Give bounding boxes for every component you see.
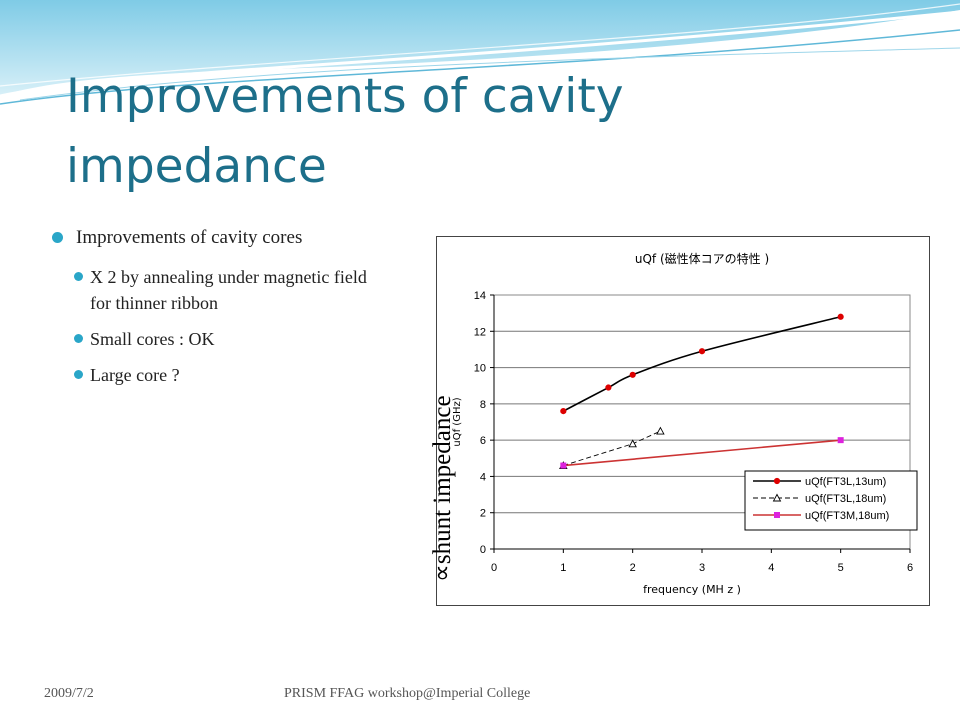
footer-venue: PRISM FFAG workshop@Imperial College (284, 686, 531, 701)
series-line-1 (562, 315, 841, 412)
bullet-list: Improvements of cavity cores X 2 by anne… (52, 224, 372, 398)
x-tick-label: 5 (838, 562, 844, 574)
legend-label: uQf(FT3L,18um) (805, 493, 886, 505)
data-point (629, 371, 636, 378)
footer-date: 2009/7/2 (44, 686, 94, 701)
y-tick-label: 6 (480, 435, 486, 447)
x-tick-label: 6 (907, 562, 913, 574)
data-point (837, 313, 844, 320)
x-tick-label: 0 (491, 562, 497, 574)
data-point (628, 439, 637, 448)
chart-title: uQf (磁性体コアの特性 ) (635, 251, 769, 266)
legend: uQf(FT3L,13um) uQf(FT3L,18um) uQf(FT3M,18u… (744, 470, 918, 531)
y-tick-label: 12 (474, 326, 486, 338)
x-tick-label: 3 (699, 562, 705, 574)
legend-label: uQf(FT3M,18um) (805, 510, 889, 522)
data-point (560, 462, 567, 469)
header-swoosh-decoration (0, 0, 960, 105)
y-tick-label: 0 (480, 544, 486, 556)
legend-swatch-marker (772, 493, 782, 502)
x-tick-label: 2 (630, 562, 636, 574)
x-axis-label: frequency (MH z ) (643, 583, 741, 596)
data-point (837, 437, 844, 444)
legend-swatch-marker (774, 512, 780, 518)
bullet-item: Improvements of cavity cores (52, 224, 372, 252)
slide-title: Improvements of cavity impedance (66, 69, 624, 194)
data-point (656, 426, 665, 435)
shunt-impedance-label: ∝shunt impedance (429, 395, 456, 582)
sub-bullet-item: X 2 by annealing under magnetic field fo… (52, 264, 372, 316)
y-tick-label: 8 (480, 399, 486, 411)
legend-swatch-marker (773, 477, 781, 485)
y-tick-label: 14 (474, 290, 486, 302)
x-tick-label: 4 (768, 562, 774, 574)
x-tick-label: 1 (560, 562, 566, 574)
series-line-3 (563, 439, 841, 467)
data-point (605, 384, 612, 391)
y-tick-label: 2 (480, 508, 486, 520)
sub-bullet-list: X 2 by annealing under magnetic field fo… (52, 264, 372, 388)
y-tick-label: 10 (474, 363, 486, 375)
bullet-text: Improvements of cavity cores (76, 227, 303, 248)
data-point (698, 348, 706, 355)
y-tick-label: 4 (480, 471, 486, 483)
chart-frame: uQf (磁性体コアの特性 ) 0 2 4 6 8 10 12 14 0 1 2 3 4 5 6 frequen… (436, 236, 930, 606)
data-point (560, 408, 567, 415)
y-axis-label: uQf (GHz) (452, 397, 463, 446)
sub-bullet-item: Small cores : OK (52, 326, 372, 352)
legend-label: uQf(FT3L,13um) (805, 476, 886, 488)
sub-bullet-item: Large core ? (52, 362, 372, 388)
